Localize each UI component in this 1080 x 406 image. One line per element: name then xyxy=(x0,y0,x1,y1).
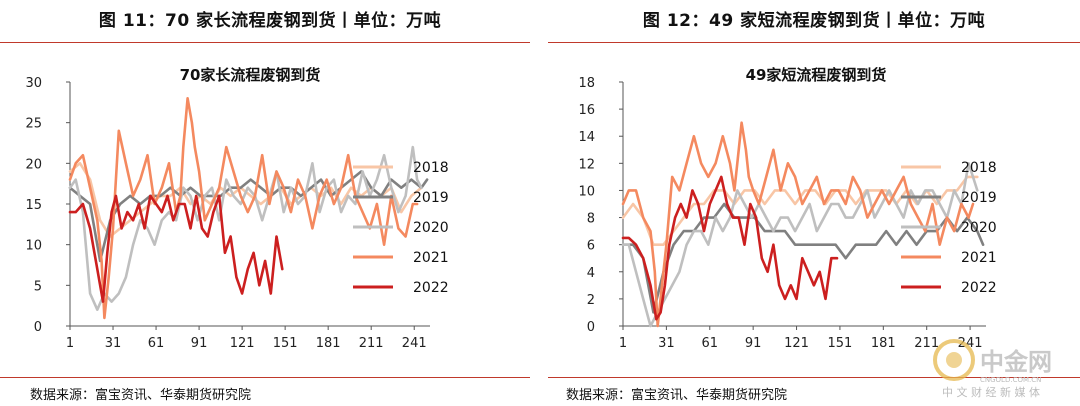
x-tick-label: 1 xyxy=(66,336,74,351)
figure-title: 图 11：70 家长流程废钢到货丨单位：万吨 xyxy=(98,11,442,31)
chart-long-process: 70家长流程废钢到货 0 5 10 15 20 25 30 1 31 61 91 121 151 181 21… xyxy=(25,66,449,351)
x-tick-label: 61 xyxy=(701,336,718,351)
y-tick-label: 12 xyxy=(578,157,595,172)
y-tick-label: 25 xyxy=(25,117,42,132)
chart-title: 49家短流程废钢到货 xyxy=(746,66,887,84)
y-tick-label: 0 xyxy=(34,320,42,335)
y-tick-label: 18 xyxy=(578,76,595,91)
x-tick-label: 31 xyxy=(658,336,675,351)
figure-panel-12: 图 12：49 家短流程废钢到货丨单位：万吨 49家短流程废钢到货 0 2 4 6 8 10… xyxy=(548,0,1080,406)
series-line-2020 xyxy=(621,162,979,328)
legend-label-2020: 2020 xyxy=(961,220,997,236)
x-tick-label: 241 xyxy=(958,336,983,351)
watermark-domain: CNGOLD.COM.CN xyxy=(980,376,1041,384)
y-tick-label: 20 xyxy=(25,157,42,172)
x-tick-label: 1 xyxy=(619,336,627,351)
title-rule xyxy=(548,42,1080,43)
series-line-2019 xyxy=(68,170,429,263)
x-tick-label: 181 xyxy=(871,336,896,351)
x-tick-label: 91 xyxy=(745,336,762,351)
x-tick-label: 241 xyxy=(402,336,427,351)
series-line-2021 xyxy=(621,121,975,328)
y-tick-label: 10 xyxy=(25,239,42,254)
watermark-logo: 中金网 CNGOLD.COM.CN 中 文 财 经 新 媒 体 xyxy=(933,339,1052,399)
coin-logo-icon xyxy=(933,339,975,381)
x-tick-label: 211 xyxy=(359,336,384,351)
legend-label-2018: 2018 xyxy=(413,160,449,176)
series-line-2020 xyxy=(68,145,423,312)
series-line-2022 xyxy=(621,175,839,321)
title-rule xyxy=(0,42,530,43)
x-tick-label: 121 xyxy=(230,336,255,351)
series-line-2022 xyxy=(68,194,284,303)
y-tick-label: 0 xyxy=(587,320,595,335)
legend-label-2018: 2018 xyxy=(961,160,997,176)
x-tick-label: 211 xyxy=(914,336,939,351)
figure-title: 图 12：49 家短流程废钢到货丨单位：万吨 xyxy=(642,11,986,31)
y-tick-label: 15 xyxy=(25,198,42,213)
y-tick-label: 6 xyxy=(587,239,595,254)
legend-label-2019: 2019 xyxy=(961,190,997,206)
legend-label-2021: 2021 xyxy=(961,250,997,266)
figure-panel-11: 图 11：70 家长流程废钢到货丨单位：万吨 70家长流程废钢到货 0 5 10 15 2… xyxy=(0,11,530,403)
x-tick-label: 181 xyxy=(316,336,341,351)
legend-label-2020: 2020 xyxy=(413,220,449,236)
source-note: 数据来源：富宝资讯、华泰期货研究院 xyxy=(566,388,788,403)
series-line-2019 xyxy=(621,202,985,314)
x-tick-label: 31 xyxy=(105,336,122,351)
y-tick-label: 10 xyxy=(578,184,595,199)
source-rule xyxy=(0,377,530,378)
x-tick-label: 61 xyxy=(148,336,165,351)
y-tick-label: 14 xyxy=(578,130,595,145)
source-rule xyxy=(548,377,1080,378)
legend-label-2021: 2021 xyxy=(413,250,449,266)
x-tick-label: 151 xyxy=(828,336,853,351)
chart-title: 70家长流程废钢到货 xyxy=(180,66,321,84)
legend-label-2022: 2022 xyxy=(413,280,449,296)
y-tick-label: 16 xyxy=(578,103,595,118)
source-note: 数据来源：富宝资讯、华泰期货研究院 xyxy=(30,388,252,403)
legend-label-2022: 2022 xyxy=(961,280,997,296)
y-tick-label: 30 xyxy=(25,76,42,91)
watermark-logo-text: 中金网 xyxy=(980,348,1052,376)
y-tick-label: 8 xyxy=(587,212,595,227)
watermark-tagline: 中 文 财 经 新 媒 体 xyxy=(942,385,1040,399)
legend-label-2019: 2019 xyxy=(413,190,449,206)
y-tick-label: 5 xyxy=(34,279,42,294)
y-tick-label: 4 xyxy=(587,266,595,281)
x-tick-label: 91 xyxy=(191,336,208,351)
x-tick-label: 151 xyxy=(273,336,298,351)
x-tick-label: 121 xyxy=(784,336,809,351)
y-tick-label: 2 xyxy=(587,293,595,308)
